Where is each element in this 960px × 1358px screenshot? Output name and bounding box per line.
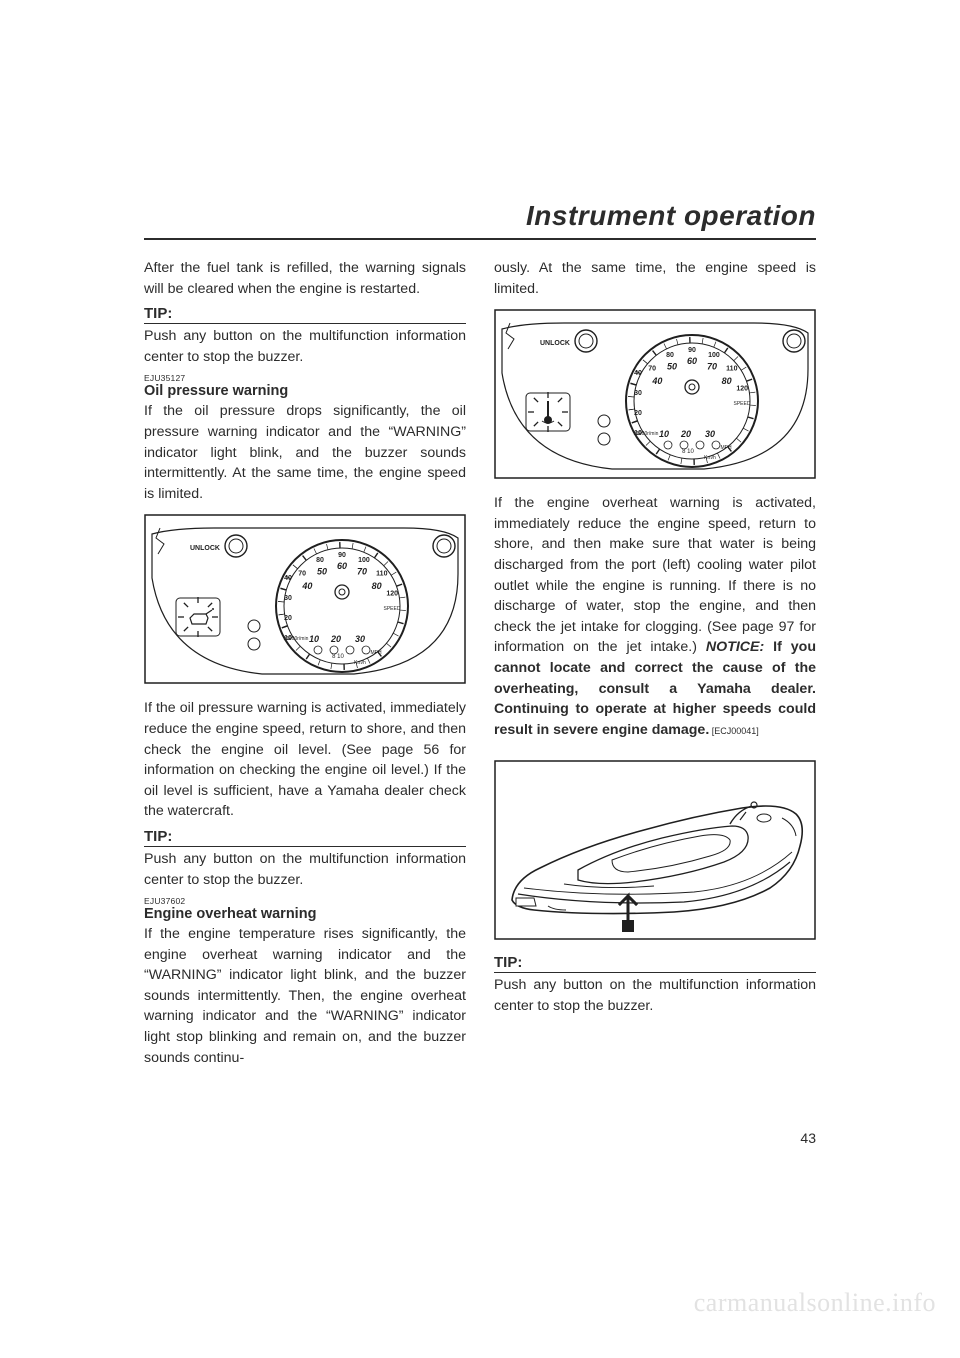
svg-text:60: 60 xyxy=(337,561,347,571)
svg-text:80: 80 xyxy=(666,352,674,359)
svg-text:UNLOCK: UNLOCK xyxy=(540,340,570,347)
gauge-figure: UNLOCK7080901001101204050607080403020101… xyxy=(144,514,466,684)
body-paragraph: If the engine temperature rises signific… xyxy=(144,924,466,1068)
tip-heading: TIP: xyxy=(144,828,466,847)
svg-text:40: 40 xyxy=(284,575,292,582)
svg-text:70: 70 xyxy=(707,362,717,372)
svg-text:100: 100 xyxy=(708,352,720,359)
svg-text:20: 20 xyxy=(634,410,642,417)
two-column-layout: After the fuel tank is refilled, the war… xyxy=(144,258,816,1072)
svg-text:70: 70 xyxy=(648,366,656,373)
svg-text:110: 110 xyxy=(726,366,737,373)
body-paragraph: If the oil pressure warning is activated… xyxy=(144,698,466,822)
body-paragraph: If the oil pressure drops significantly,… xyxy=(144,401,466,504)
left-column: After the fuel tank is refilled, the war… xyxy=(144,258,466,1072)
text-run: If the engine overheat warning is activa… xyxy=(494,495,816,655)
svg-text:20: 20 xyxy=(680,429,691,439)
reference-code: EJU37602 xyxy=(144,896,466,906)
svg-text:120: 120 xyxy=(386,591,398,598)
instrument-cluster-diagram: UNLOCK7080901001101204050607080403020101… xyxy=(494,309,816,479)
svg-text:10: 10 xyxy=(659,429,669,439)
notice-label: NOTICE: xyxy=(706,639,764,655)
svg-text:20: 20 xyxy=(284,615,292,622)
svg-text:MPH: MPH xyxy=(720,445,732,451)
subsection-heading: Engine overheat warning xyxy=(144,906,466,922)
svg-text:SPEED: SPEED xyxy=(384,606,401,612)
svg-text:50: 50 xyxy=(317,567,327,577)
gauge-figure: UNLOCK7080901001101204050607080403020101… xyxy=(494,309,816,479)
watermark-text: carmanualsonline.info xyxy=(694,1288,936,1318)
svg-text:10: 10 xyxy=(309,634,319,644)
svg-text:SPEED: SPEED xyxy=(734,401,751,407)
body-paragraph: If the engine overheat warning is activa… xyxy=(494,493,816,740)
svg-text:90: 90 xyxy=(688,347,696,354)
tip-heading: TIP: xyxy=(494,954,816,973)
svg-text:60: 60 xyxy=(687,356,697,366)
svg-text:8 10: 8 10 xyxy=(682,449,694,455)
svg-text:50: 50 xyxy=(667,362,677,372)
svg-text:110: 110 xyxy=(376,571,387,578)
body-paragraph: After the fuel tank is refilled, the war… xyxy=(144,258,466,299)
svg-text:90: 90 xyxy=(338,552,346,559)
svg-text:Km/h: Km/h xyxy=(354,660,366,666)
tip-paragraph: Push any button on the multifunction inf… xyxy=(144,326,466,367)
tip-heading: TIP: xyxy=(144,305,466,324)
svg-text:30: 30 xyxy=(355,634,365,644)
svg-text:70: 70 xyxy=(357,567,367,577)
page-content: Instrument operation After the fuel tank… xyxy=(144,200,816,1072)
svg-text:100: 100 xyxy=(358,557,370,564)
svg-text:30: 30 xyxy=(284,595,292,602)
instrument-cluster-diagram: UNLOCK7080901001101204050607080403020101… xyxy=(144,514,466,684)
svg-text:80: 80 xyxy=(316,557,324,564)
svg-text:40: 40 xyxy=(301,581,312,591)
watercraft-figure xyxy=(494,760,816,940)
svg-text:80: 80 xyxy=(372,581,382,591)
svg-text:30: 30 xyxy=(634,390,642,397)
subsection-heading: Oil pressure warning xyxy=(144,383,466,399)
svg-text:40: 40 xyxy=(634,370,642,377)
tip-paragraph: Push any button on the multifunction inf… xyxy=(494,975,816,1016)
tip-paragraph: Push any button on the multifunction inf… xyxy=(144,849,466,890)
svg-text:8 10: 8 10 xyxy=(332,654,344,660)
svg-text:80: 80 xyxy=(722,376,732,386)
page-title: Instrument operation xyxy=(144,200,816,232)
svg-text:Km/h: Km/h xyxy=(704,455,716,461)
svg-text:MPH: MPH xyxy=(370,650,382,656)
watercraft-diagram xyxy=(494,760,816,940)
svg-text:x1000r/min: x1000r/min xyxy=(284,636,309,642)
body-paragraph: ously. At the same time, the engine spee… xyxy=(494,258,816,299)
page-number: 43 xyxy=(800,1130,816,1146)
reference-code: EJU35127 xyxy=(144,373,466,383)
svg-text:UNLOCK: UNLOCK xyxy=(190,545,220,552)
svg-text:x1000r/min: x1000r/min xyxy=(634,431,659,437)
svg-text:30: 30 xyxy=(705,429,715,439)
svg-text:40: 40 xyxy=(651,376,662,386)
inline-reference-code: [ECJ00041] xyxy=(709,726,759,736)
svg-text:20: 20 xyxy=(330,634,341,644)
page-header: Instrument operation xyxy=(144,200,816,240)
right-column: ously. At the same time, the engine spee… xyxy=(494,258,816,1072)
svg-text:70: 70 xyxy=(298,571,306,578)
svg-text:120: 120 xyxy=(736,386,748,393)
